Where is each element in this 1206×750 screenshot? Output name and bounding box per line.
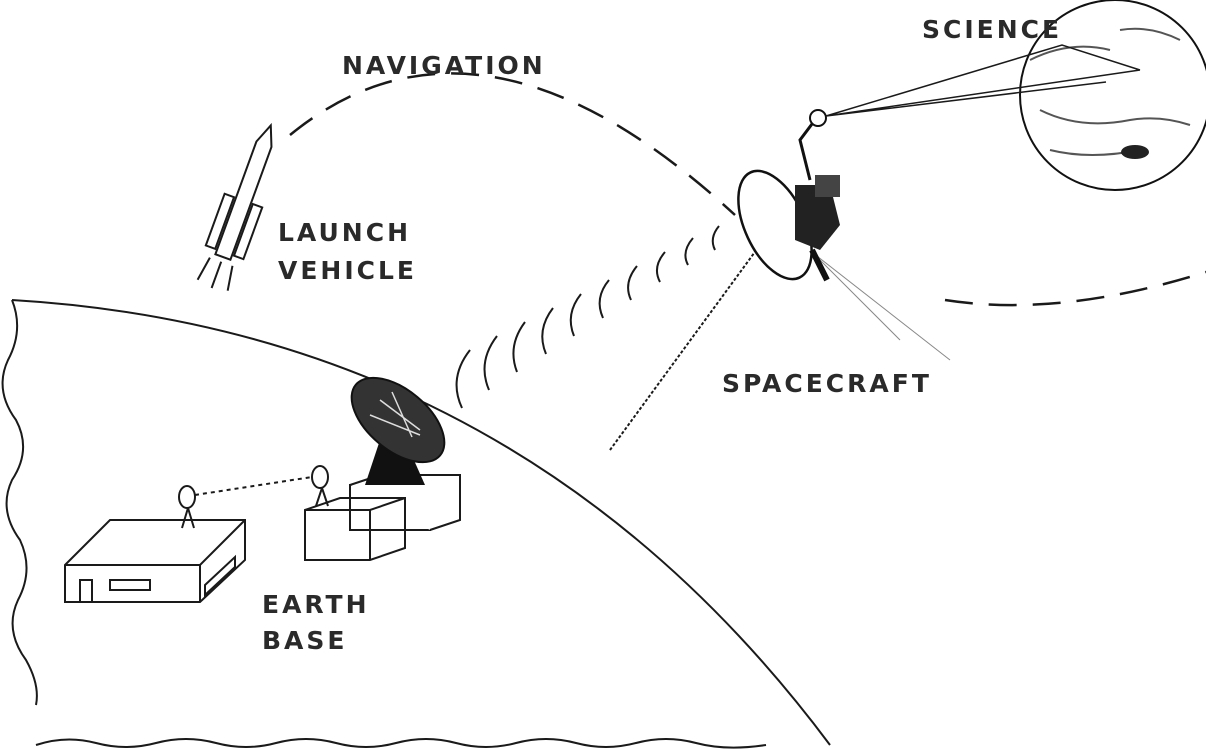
- mission-diagram: NAVIGATION SCIENCE LAUNCH VEHICLE SPACEC…: [0, 0, 1206, 750]
- launch-vehicle-label: VEHICLE: [278, 256, 417, 285]
- link-line: [195, 477, 312, 495]
- spacecraft: [610, 110, 950, 450]
- launch-vehicle-label: LAUNCH: [278, 218, 411, 247]
- building: [65, 486, 245, 602]
- earth-base-label: EARTH: [262, 590, 370, 619]
- science-label: SCIENCE: [922, 15, 1062, 44]
- antenna: [337, 362, 460, 530]
- earth-base-label: BASE: [262, 626, 348, 655]
- trajectory-continued: [945, 272, 1206, 305]
- navigation-label: NAVIGATION: [342, 51, 546, 80]
- navigation-path: [290, 73, 735, 215]
- spacecraft-label: SPACECRAFT: [722, 369, 932, 398]
- launch-vehicle: [193, 119, 290, 295]
- signal-waves: [457, 226, 719, 408]
